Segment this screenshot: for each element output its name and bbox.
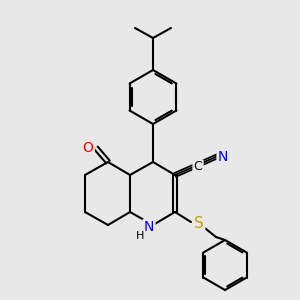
Text: H: H	[136, 231, 144, 241]
Text: S: S	[194, 215, 204, 230]
Text: C: C	[194, 160, 202, 173]
Text: O: O	[82, 141, 93, 155]
Text: N: N	[144, 220, 154, 234]
Text: N: N	[218, 150, 228, 164]
